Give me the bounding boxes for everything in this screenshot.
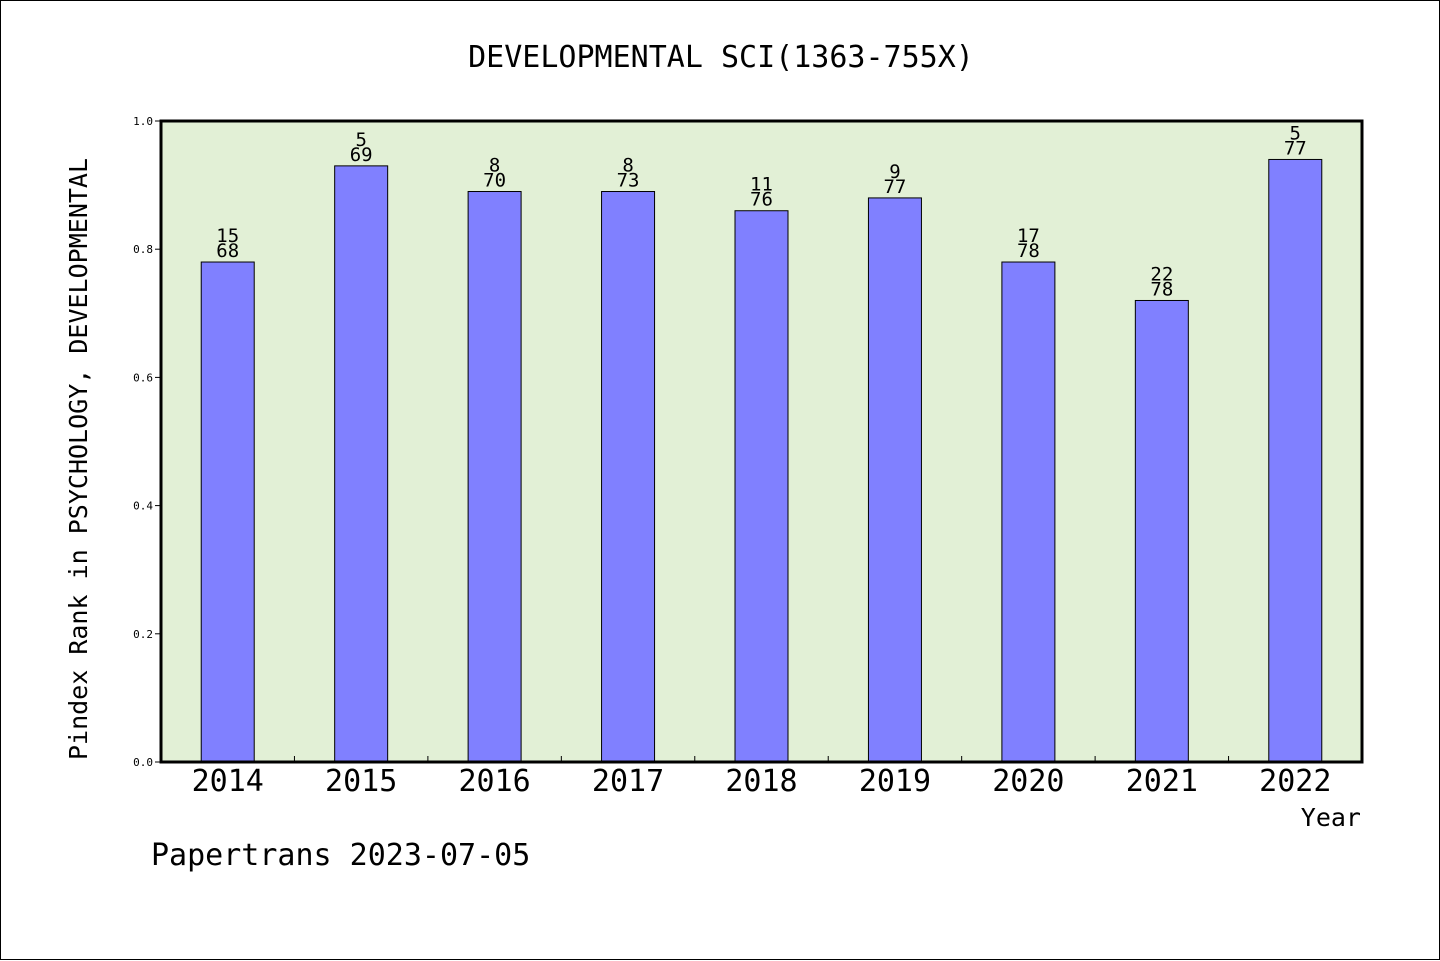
- y-tick-label: 0.4: [133, 500, 153, 513]
- plot-border: [159, 119, 1364, 764]
- x-tick-label: 2014: [192, 764, 264, 799]
- total-label: 78: [1017, 240, 1040, 262]
- bar-series: [200, 158, 1323, 763]
- x-tick-label: 2016: [458, 764, 530, 799]
- bar-2017: [601, 191, 656, 763]
- y-axis: 0.0 0.2 0.4 0.6 0.8 1.0: [133, 115, 161, 769]
- total-label: 69: [350, 144, 373, 166]
- y-tick-label: 1.0: [133, 115, 153, 128]
- bar-2020: [1001, 261, 1056, 763]
- x-tick-label: 2015: [325, 764, 397, 799]
- y-tick-label: 0.2: [133, 628, 153, 641]
- x-tick-label: 2022: [1259, 764, 1331, 799]
- bar-2018: [734, 210, 789, 763]
- bar-2019: [867, 197, 922, 763]
- total-label: 77: [1284, 137, 1307, 159]
- rank-label: 8: [622, 155, 633, 177]
- x-axis: 2014 2015 2016 2017 2018 2019 2020 2021 2022: [192, 756, 1331, 799]
- bar-2015: [334, 165, 389, 763]
- x-tick-label: 2018: [725, 764, 797, 799]
- rank-label: 5: [1290, 122, 1301, 144]
- x-tick-label: 2020: [992, 764, 1064, 799]
- rank-label: 15: [216, 225, 239, 247]
- x-tick-label: 2017: [592, 764, 664, 799]
- y-tick-label: 0.8: [133, 243, 153, 256]
- total-label: 70: [483, 170, 506, 192]
- total-label: 77: [883, 176, 906, 198]
- y-tick-label: 0.0: [133, 756, 153, 769]
- rank-label: 5: [355, 129, 366, 151]
- x-tick-label: 2019: [859, 764, 931, 799]
- rank-label: 22: [1150, 263, 1173, 285]
- chart-title: DEVELOPMENTAL SCI(1363-755X): [468, 40, 974, 75]
- rank-label: 9: [889, 161, 900, 183]
- y-axis-label: Pindex Rank in PSYCHOLOGY, DEVELOPMENTAL: [64, 158, 93, 760]
- rank-label: 17: [1017, 225, 1040, 247]
- bar-2014: [200, 261, 255, 763]
- footer-credit: Papertrans 2023-07-05: [151, 838, 530, 873]
- rank-label: 8: [489, 155, 500, 177]
- total-label: 78: [1150, 278, 1173, 300]
- bar-2021: [1134, 299, 1189, 763]
- bar-2016: [467, 191, 522, 763]
- x-tick-label: 2021: [1126, 764, 1198, 799]
- total-label: 76: [750, 189, 773, 211]
- bar-2022: [1268, 158, 1323, 763]
- total-label: 68: [216, 240, 239, 262]
- y-tick-label: 0.6: [133, 371, 153, 384]
- rank-label: 11: [750, 174, 773, 196]
- x-axis-label: Year: [1301, 803, 1361, 832]
- total-label: 73: [617, 170, 640, 192]
